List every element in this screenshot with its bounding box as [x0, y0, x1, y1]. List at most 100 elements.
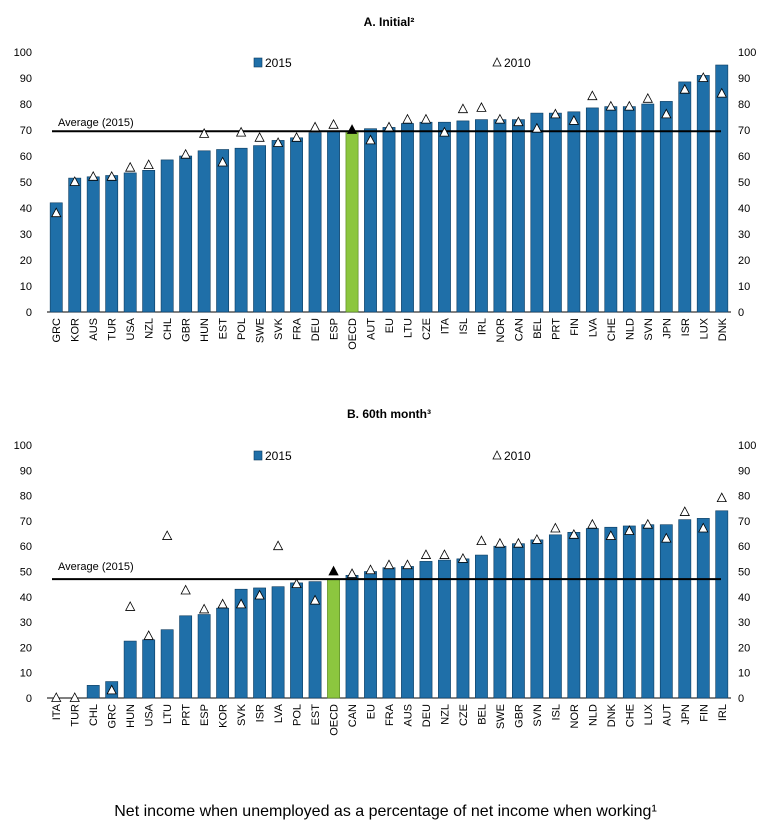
bar-2015 [290, 582, 303, 699]
bar-2015 [308, 132, 322, 313]
x-tick-label: DEU [310, 318, 322, 341]
marker-2010 [365, 564, 376, 575]
bar-2015 [696, 75, 710, 313]
bar-2015 [493, 119, 507, 313]
bar-2015 [585, 107, 599, 313]
x-tick-label: SWE [495, 704, 507, 729]
x-tick-label: NLD [587, 704, 599, 726]
x-tick-label: CZE [421, 318, 433, 340]
x-tick-label: ISR [680, 318, 692, 336]
y-tick-label-right: 40 [738, 203, 750, 215]
bar-2015 [68, 177, 82, 313]
x-tick-label: CAN [347, 704, 359, 727]
y-tick-label-right: 0 [738, 693, 744, 705]
y-tick-label-right: 0 [738, 307, 744, 319]
x-tick-label: IRL [476, 318, 488, 335]
marker-2010 [106, 170, 117, 181]
bar-2015 [160, 159, 174, 313]
bar-2015 [123, 172, 137, 313]
legend-bar-swatch [253, 450, 263, 461]
bar-2015 [308, 581, 322, 699]
x-tick-label: AUS [88, 318, 100, 341]
y-tick-label-right: 30 [738, 229, 750, 241]
y-tick-label-left: 70 [20, 516, 32, 528]
marker-2010 [69, 692, 80, 702]
bar-2015 [438, 121, 451, 313]
average-label: Average (2015) [58, 117, 134, 129]
x-tick-label: CHE [624, 704, 636, 727]
x-tick-label: USA [144, 703, 156, 726]
x-tick-label: GBR [513, 704, 525, 728]
marker-2010 [476, 535, 487, 546]
x-tick-label: LVA [587, 317, 599, 337]
bar-2015 [419, 121, 433, 313]
marker-2010 [439, 126, 450, 137]
bar-2015 [548, 534, 562, 699]
bar-2015 [696, 518, 710, 699]
x-tick-label: EST [218, 318, 230, 340]
bar-2015 [475, 119, 488, 313]
x-tick-label: LUX [643, 703, 655, 725]
x-tick-label: SVN [532, 704, 544, 727]
x-tick-label: GBR [181, 318, 193, 342]
bar-2015 [216, 607, 230, 699]
y-tick-label-right: 10 [738, 281, 750, 293]
y-tick-label-left: 40 [20, 592, 32, 604]
x-tick-label: KOR [70, 318, 82, 342]
chart-panel: A. Initial² 0 0 10 10 20 20 30 30 40 40 50 50 60 60 70 7… [14, 15, 757, 350]
marker-2010 [457, 103, 469, 114]
x-tick-label: GRC [51, 318, 63, 343]
marker-2010 [217, 598, 228, 609]
y-tick-label-left: 0 [26, 693, 32, 705]
y-tick-label-left: 60 [20, 151, 32, 163]
marker-2010 [235, 598, 247, 609]
x-tick-label: JPN [661, 318, 673, 339]
y-tick-label-left: 20 [20, 642, 32, 654]
marker-2010 [439, 549, 450, 559]
x-tick-label: HUN [125, 704, 137, 728]
marker-2010 [531, 122, 543, 133]
legend-bar-label: 2015 [265, 56, 292, 70]
x-tick-label: FRA [292, 317, 304, 340]
marker-2010 [161, 530, 173, 540]
x-tick-label: SVN [643, 318, 655, 341]
bar-2015 [142, 639, 156, 699]
bar-2015 [401, 566, 414, 699]
y-tick-label-right: 70 [738, 516, 750, 528]
x-tick-label: IRL [717, 704, 729, 721]
x-tick-label: AUS [402, 704, 414, 727]
marker-2010 [328, 565, 339, 576]
y-tick-label-left: 40 [20, 203, 32, 215]
average-label: Average (2015) [58, 561, 134, 573]
x-tick-label: CHL [162, 318, 174, 340]
x-tick-label: CHL [88, 704, 100, 726]
y-tick-label-right: 90 [738, 73, 750, 85]
y-tick-label-left: 90 [20, 465, 32, 477]
marker-2010 [180, 584, 191, 595]
legend-bar-label: 2015 [265, 449, 292, 463]
marker-2010 [494, 113, 506, 124]
bar-2015 [327, 578, 340, 699]
bar-2015 [678, 519, 692, 699]
x-tick-label: OECD [347, 318, 359, 350]
y-tick-label-left: 90 [20, 73, 32, 85]
x-tick-label: EST [310, 704, 322, 726]
y-tick-label-left: 80 [20, 491, 32, 503]
marker-2010 [679, 83, 690, 94]
legend-bar-swatch [253, 57, 263, 68]
bar-2015 [659, 101, 673, 313]
bar-2015 [253, 587, 266, 699]
y-tick-label-left: 60 [20, 541, 32, 553]
x-tick-label: PRT [181, 704, 193, 726]
x-tick-label: KOR [218, 704, 230, 728]
marker-2010 [291, 578, 302, 589]
y-tick-label-right: 60 [738, 151, 750, 163]
marker-2010 [661, 108, 672, 119]
x-tick-label: DNK [717, 317, 729, 341]
y-tick-label-right: 100 [738, 47, 756, 59]
marker-2010 [383, 121, 395, 132]
marker-2010 [291, 131, 302, 142]
x-tick-label: AUT [661, 704, 673, 726]
bar-2015 [105, 175, 119, 313]
x-tick-label: CAN [513, 318, 525, 341]
